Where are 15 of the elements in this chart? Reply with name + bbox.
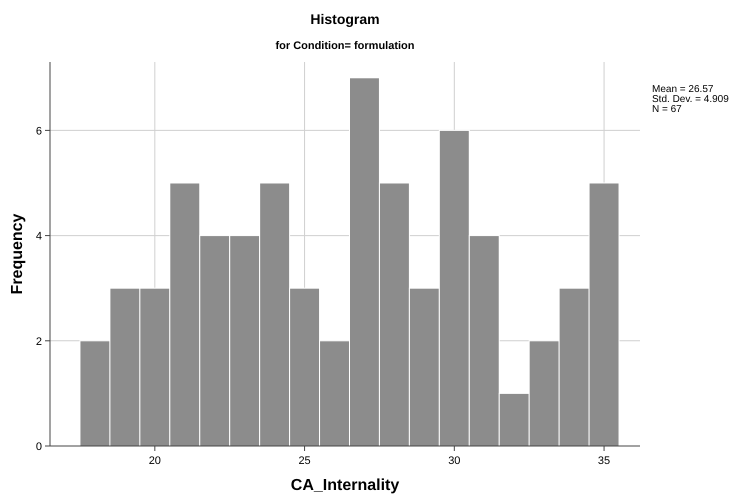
chart-subtitle: for Condition= formulation [275,40,415,52]
text: N = 67 [652,104,682,115]
x-tick-label: 30 [448,455,460,467]
x-tick-label: 20 [148,455,161,467]
x-axis-title: CA_Internality [290,477,400,494]
text: Mean = 26.57 [652,84,714,95]
text: Std. Dev. = 4.909 [652,94,730,105]
y-tick-label: 6 [36,125,42,138]
x-tick-label: 25 [298,455,311,467]
x-tick-label: 35 [598,455,610,467]
chart-title: Histogram [310,11,380,27]
y-tick-label: 2 [36,336,42,348]
y-axis-title: Frequency [9,213,26,294]
y-tick-label: 4 [36,230,42,243]
y-tick-label: 0 [36,441,42,453]
